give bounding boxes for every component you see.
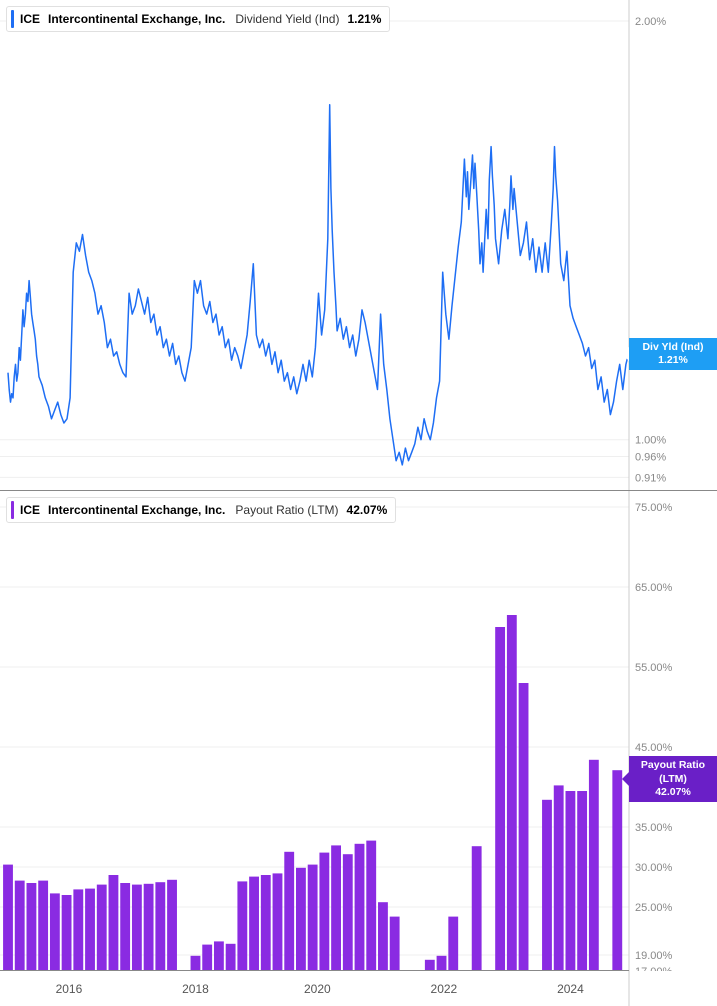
svg-text:2022: 2022 xyxy=(431,982,458,996)
tag-label: Payout Ratio (LTM) xyxy=(641,759,705,784)
bar-chart-svg[interactable]: 75.00% 65.00% 55.00% 45.00% 35.00% 30.00% 25.0… xyxy=(0,491,717,971)
tag-value: 1.21% xyxy=(658,354,688,366)
current-value-tag: Div Yld (Ind) 1.21% xyxy=(629,338,717,370)
svg-text:2.00%: 2.00% xyxy=(635,16,666,28)
metric-label: Dividend Yield (Ind) xyxy=(235,12,339,26)
metric-value: 1.21% xyxy=(347,12,381,26)
payout-ratio-chart: ICE Intercontinental Exchange, Inc. Payo… xyxy=(0,491,717,971)
ticker-symbol: ICE xyxy=(20,12,40,26)
svg-text:2020: 2020 xyxy=(304,982,331,996)
tag-value: 42.07% xyxy=(655,786,691,798)
svg-text:75.00%: 75.00% xyxy=(635,502,673,514)
chart-header-tag: ICE Intercontinental Exchange, Inc. Divi… xyxy=(6,6,390,32)
svg-text:2024: 2024 xyxy=(557,982,584,996)
metric-label: Payout Ratio (LTM) xyxy=(235,503,338,517)
svg-text:65.00%: 65.00% xyxy=(635,582,673,594)
header-accent xyxy=(11,501,14,519)
svg-text:17.00%: 17.00% xyxy=(635,966,673,971)
svg-text:19.00%: 19.00% xyxy=(635,950,673,962)
line-chart-svg[interactable]: 2.00% 1.00% 0.96% 0.91% xyxy=(0,0,717,490)
dividend-yield-chart: ICE Intercontinental Exchange, Inc. Divi… xyxy=(0,0,717,490)
x-axis-svg: 2016 2018 2020 2022 2024 xyxy=(0,971,717,1006)
ticker-symbol: ICE xyxy=(20,503,40,517)
chart-header-tag: ICE Intercontinental Exchange, Inc. Payo… xyxy=(6,497,396,523)
svg-text:25.00%: 25.00% xyxy=(635,902,673,914)
svg-text:0.96%: 0.96% xyxy=(635,451,666,463)
svg-text:1.00%: 1.00% xyxy=(635,435,666,447)
svg-text:2016: 2016 xyxy=(56,982,83,996)
header-accent xyxy=(11,10,14,28)
company-name: Intercontinental Exchange, Inc. xyxy=(48,12,225,26)
svg-text:2018: 2018 xyxy=(182,982,209,996)
svg-text:35.00%: 35.00% xyxy=(635,822,673,834)
svg-text:0.91%: 0.91% xyxy=(635,472,666,484)
company-name: Intercontinental Exchange, Inc. xyxy=(48,503,225,517)
svg-text:45.00%: 45.00% xyxy=(635,742,673,754)
tag-label: Div Yld (Ind) xyxy=(642,341,703,353)
metric-value: 42.07% xyxy=(347,503,388,517)
current-value-tag: Payout Ratio (LTM) 42.07% xyxy=(629,756,717,801)
svg-text:55.00%: 55.00% xyxy=(635,662,673,674)
svg-text:30.00%: 30.00% xyxy=(635,862,673,874)
